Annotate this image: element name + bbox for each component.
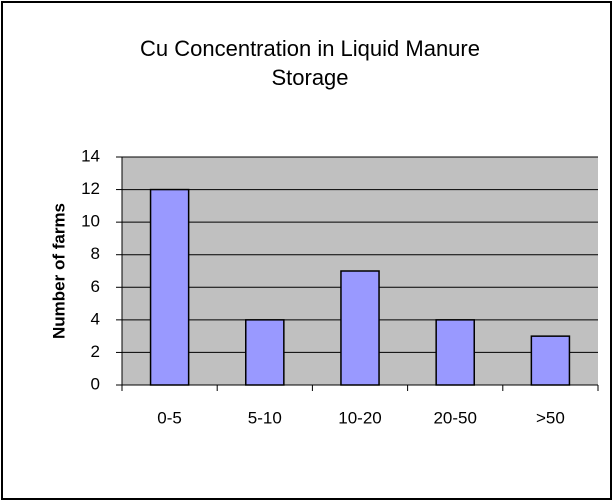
y-tick-label: 8 [91,244,100,263]
x-tick-label: 0-5 [157,408,182,427]
x-tick-label: 5-10 [248,408,282,427]
y-axis-label: Number of farms [49,203,68,339]
x-tick-label: >50 [536,408,565,427]
bar [149,188,190,386]
y-tick-label: 0 [91,374,100,393]
chart-title: Cu Concentration in Liquid Manure Storag… [140,36,480,90]
x-tick-label: 20-50 [433,408,476,427]
x-tick-label: 10-20 [338,408,381,427]
y-tick-label: 4 [91,309,100,328]
bar [340,270,380,386]
bar [530,335,571,386]
y-tick-label: 10 [81,212,100,231]
bar [435,319,475,386]
y-tick-label: 2 [91,342,100,361]
y-tick-label: 6 [91,277,100,296]
bar [245,319,285,386]
y-tick-label: 14 [81,146,100,165]
y-tick-label: 12 [81,179,100,198]
